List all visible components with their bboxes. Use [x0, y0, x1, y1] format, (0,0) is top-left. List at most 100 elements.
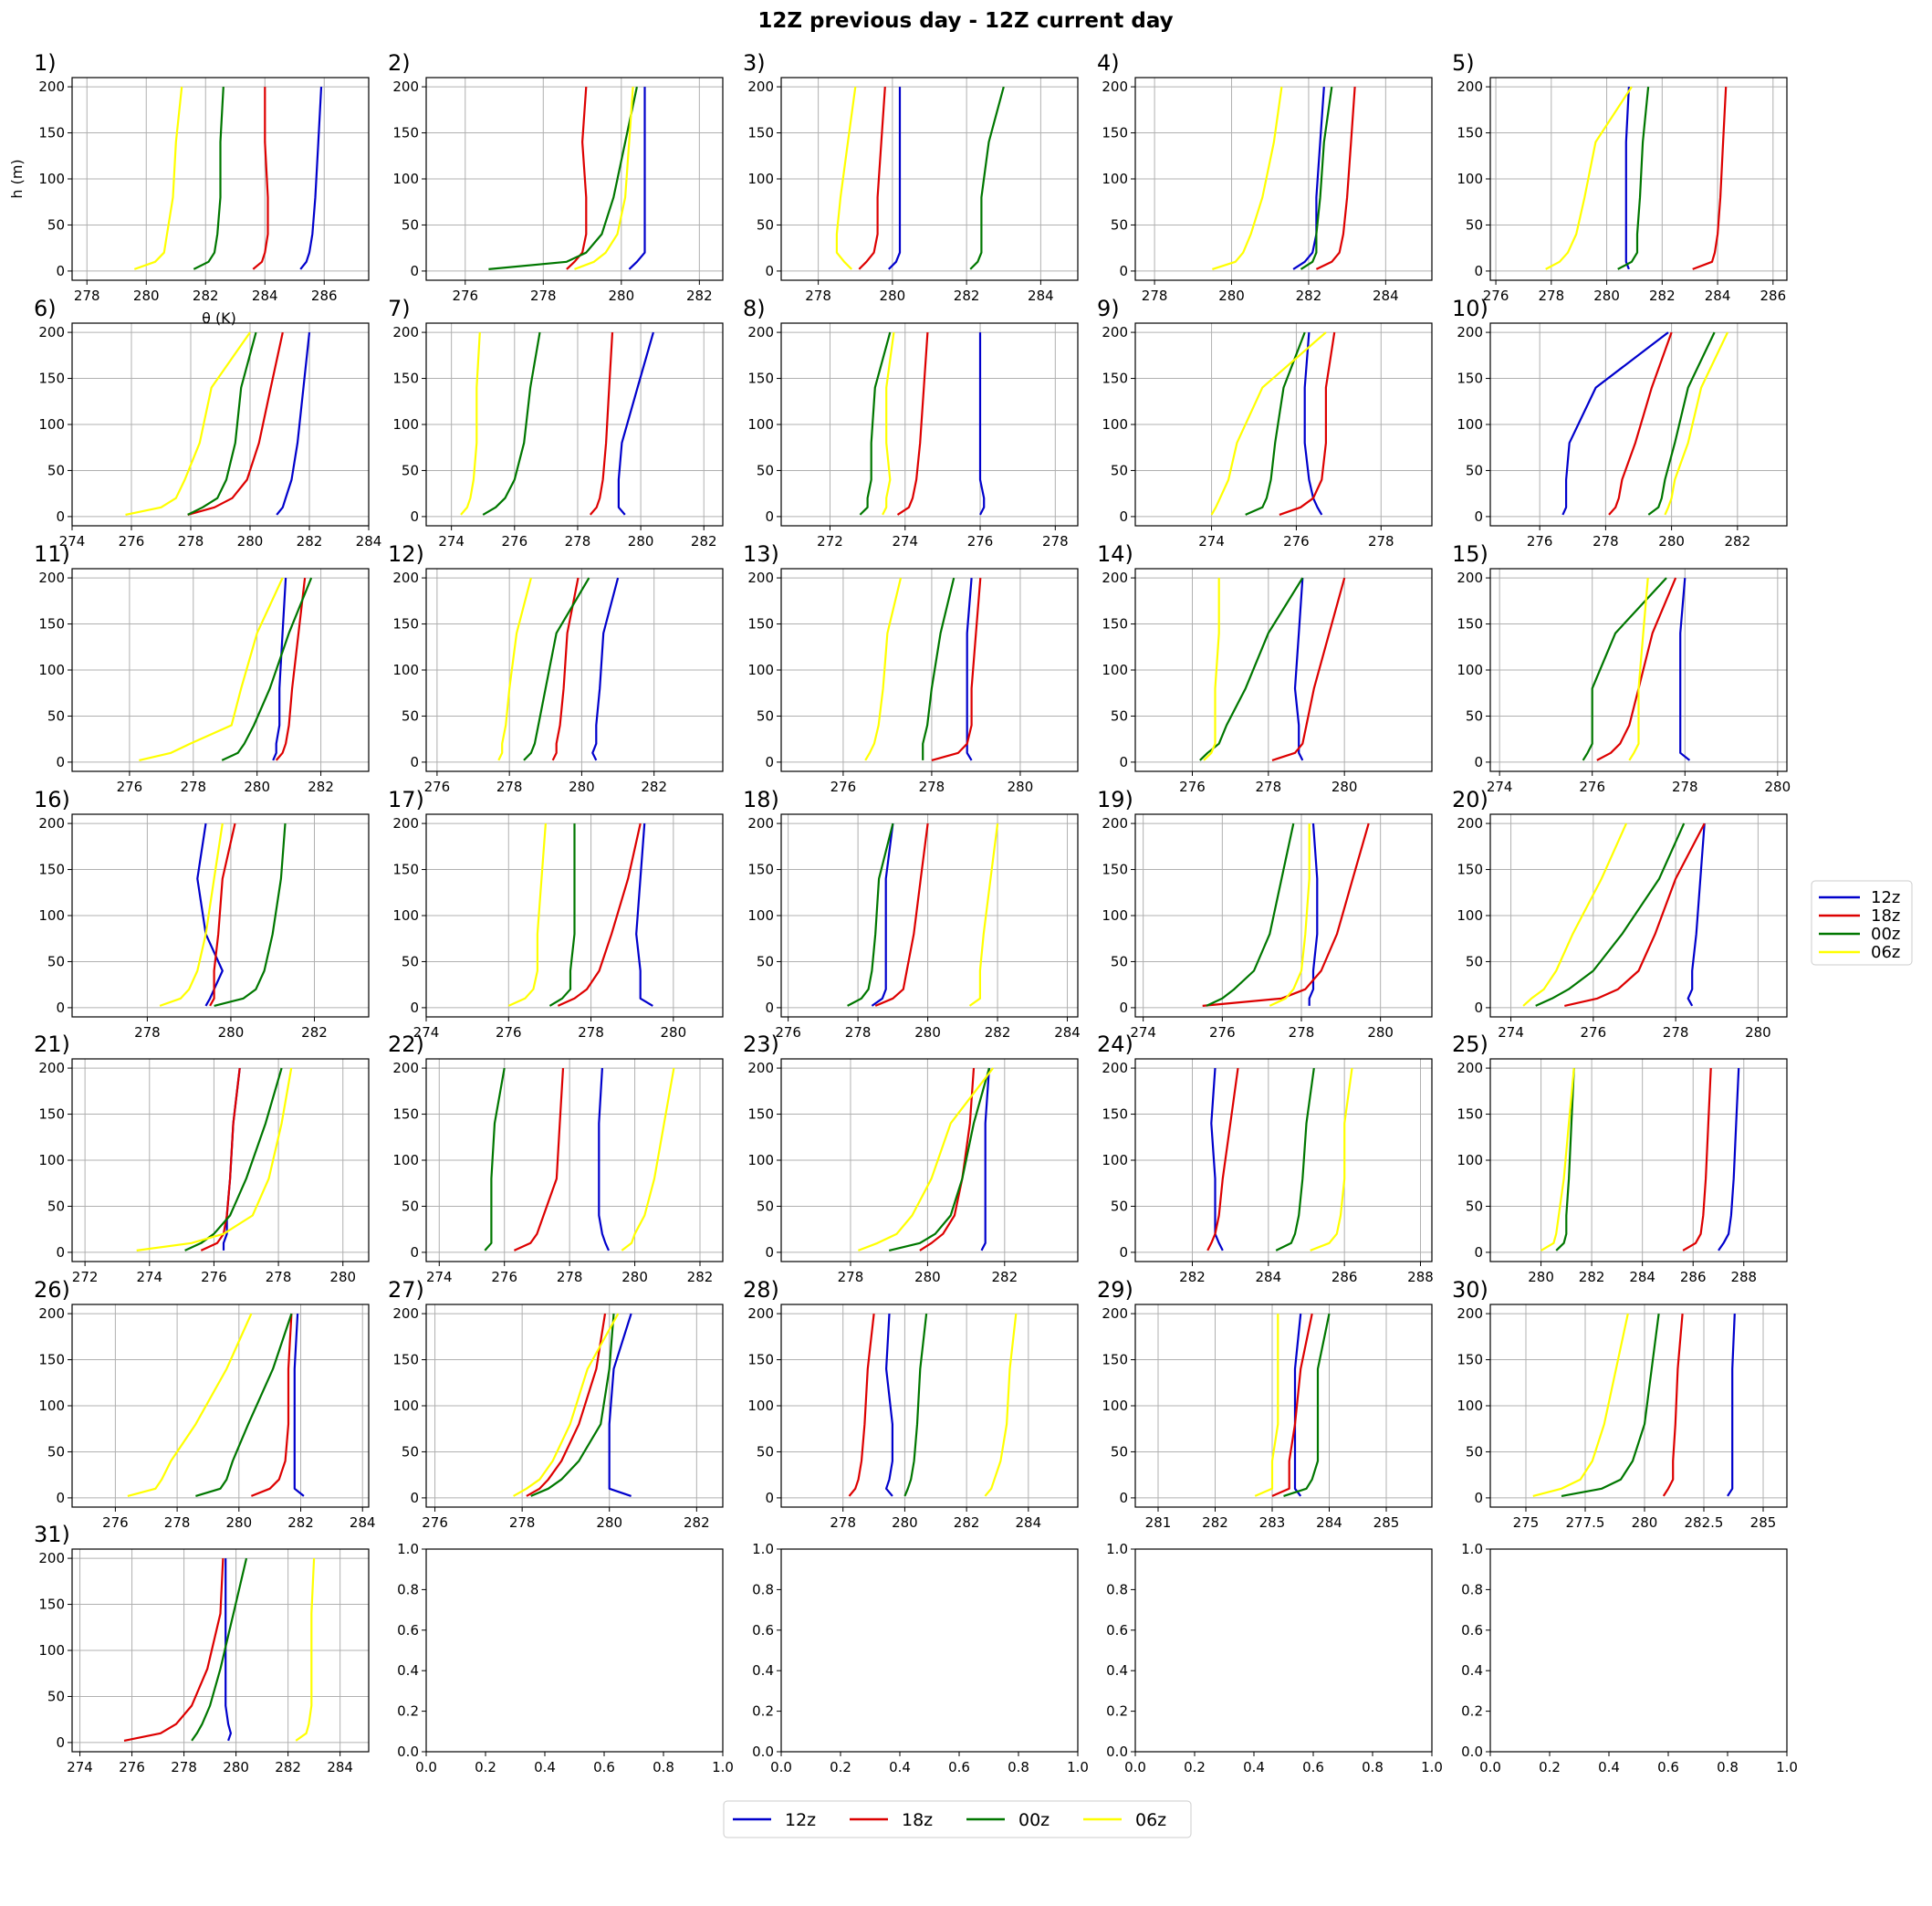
y-tick-label: 50	[1466, 1443, 1483, 1460]
x-tick-label: 0.4	[889, 1759, 911, 1775]
panel: 274 276 278 280 282 284 0 50 100 150 200 6)	[34, 296, 381, 550]
y-tick-label: 150	[747, 1106, 774, 1123]
y-tick-label: 0.2	[397, 1703, 419, 1720]
panel-label: 4)	[1097, 50, 1120, 76]
y-tick-label: 200	[38, 1060, 65, 1076]
x-tick-label: 278	[1256, 779, 1282, 795]
x-tick-label: 276	[1579, 779, 1605, 795]
x-tick-label: 275	[1513, 1514, 1540, 1531]
y-tick-label: 100	[1457, 1152, 1483, 1168]
axes-frame	[71, 1304, 370, 1508]
y-tick-label: 50	[1111, 462, 1128, 478]
panel: 276 278 280 282 284 0 50 100 150 200 26)	[34, 1277, 376, 1531]
y-tick-label: 0	[410, 754, 419, 770]
x-tick-label: 274	[438, 533, 465, 550]
x-tick-label: 0.4	[534, 1759, 556, 1775]
x-tick-label: 280	[223, 1759, 249, 1775]
x-tick-label: 278	[530, 288, 557, 304]
y-tick-label: 0	[1119, 263, 1128, 279]
panel: 276 278 280 0 50 100 150 200 14)	[1097, 541, 1433, 795]
y-tick-label: 100	[1457, 416, 1483, 433]
series-line-12z	[1303, 332, 1323, 516]
series-line-12z	[1293, 1313, 1302, 1497]
x-tick-label: 276	[119, 533, 145, 550]
y-tick-label: 50	[402, 953, 419, 969]
y-tick-label: 0	[1474, 754, 1483, 770]
series-line-06z	[460, 332, 481, 516]
x-tick-label: 276	[496, 1024, 522, 1041]
y-tick-label: 1.0	[1106, 1541, 1128, 1557]
y-tick-label: 50	[402, 1443, 419, 1460]
y-tick-label: 0	[1474, 1244, 1483, 1261]
series-line-12z	[1727, 1314, 1736, 1497]
y-tick-label: 200	[38, 1305, 65, 1322]
y-tick-label: 50	[1466, 953, 1483, 969]
series-line-12z	[225, 1558, 232, 1742]
series-line-00z	[1555, 1068, 1575, 1251]
series-line-18z	[557, 822, 642, 1007]
y-tick-label: 200	[1102, 815, 1128, 832]
y-tick-label: 150	[392, 371, 419, 387]
x-tick-label: 278	[1539, 288, 1565, 304]
y-tick-label: 50	[1466, 707, 1483, 724]
panel: 274 276 278 280 282 0 50 100 150 200 7)	[388, 296, 724, 550]
series-line-00z	[1582, 577, 1667, 761]
x-tick-label: 0.2	[1184, 1759, 1206, 1775]
y-tick-label: 200	[1457, 324, 1483, 340]
y-tick-label: 1.0	[397, 1541, 419, 1557]
series-line-12z	[871, 822, 894, 1007]
x-tick-label: 278	[1042, 533, 1069, 550]
panel-label: 25)	[1452, 1032, 1488, 1057]
x-tick-label: 280	[1593, 288, 1620, 304]
y-tick-label: 150	[1102, 1352, 1128, 1368]
panel: 274 276 278 280 0 50 100 150 200 19)	[1097, 787, 1433, 1041]
x-tick-label: 278	[178, 533, 204, 550]
series-line-00z	[530, 1314, 615, 1497]
x-tick-label: 278	[266, 1269, 292, 1285]
series-line-12z	[1210, 1068, 1224, 1251]
panel: 0.00.0 0.2 0.2 0.4 0.4 0.6 0.6 0.8 0.8 1.0 1.0	[1106, 1541, 1443, 1775]
series-line-18z	[252, 87, 269, 270]
x-tick-label: 274	[1130, 1024, 1156, 1041]
series-line-18z	[1564, 822, 1706, 1007]
x-tick-label: 284	[1256, 1269, 1282, 1285]
panel-label: 24)	[1097, 1032, 1133, 1057]
y-tick-label: 0.0	[752, 1744, 774, 1760]
panel-label: 23)	[743, 1032, 779, 1057]
y-tick-label: 0	[56, 263, 65, 279]
x-tick-label: 280	[1632, 1514, 1658, 1531]
y-tick-label: 50	[1466, 216, 1483, 233]
x-tick-label: 282	[687, 1269, 714, 1285]
x-tick-label: 0.6	[1657, 1759, 1679, 1775]
axes-frame	[425, 1058, 724, 1262]
x-tick-label: 282	[308, 779, 334, 795]
y-tick-label: 0	[765, 1490, 774, 1506]
x-tick-label: 276	[1283, 533, 1310, 550]
y-tick-label: 150	[1457, 1106, 1483, 1123]
y-axis-label: h (m)	[8, 159, 26, 198]
x-tick-label: 278	[180, 779, 206, 795]
series-line-12z	[299, 87, 323, 270]
y-tick-label: 50	[1111, 707, 1128, 724]
x-tick-label: 278	[1142, 288, 1168, 304]
series-line-18z	[589, 332, 614, 516]
panel: 278 280 282 0 50 100 150 200 16)	[34, 787, 370, 1041]
y-tick-label: 0.6	[1461, 1622, 1483, 1639]
series-line-00z	[484, 1067, 506, 1251]
y-tick-label: 100	[747, 171, 774, 187]
x-tick-label: 276	[830, 779, 857, 795]
panel: 276 278 280 282 0 50 100 150 200 10)	[1452, 296, 1788, 550]
legend-label-00z: 00z	[1871, 925, 1900, 944]
axes-frame	[71, 568, 370, 772]
y-tick-label: 150	[1457, 862, 1483, 878]
y-tick-label: 200	[1102, 79, 1128, 95]
x-tick-label: 276	[491, 1269, 517, 1285]
panel-label: 16)	[34, 787, 70, 812]
panel-label: 3)	[743, 50, 766, 76]
panel-label: 2)	[388, 50, 411, 76]
series-line-12z	[888, 87, 902, 270]
x-tick-label: 276	[452, 288, 478, 304]
x-tick-label: 284	[1705, 288, 1731, 304]
x-tick-label: 276	[117, 779, 143, 795]
panel-label: 22)	[388, 1032, 424, 1057]
